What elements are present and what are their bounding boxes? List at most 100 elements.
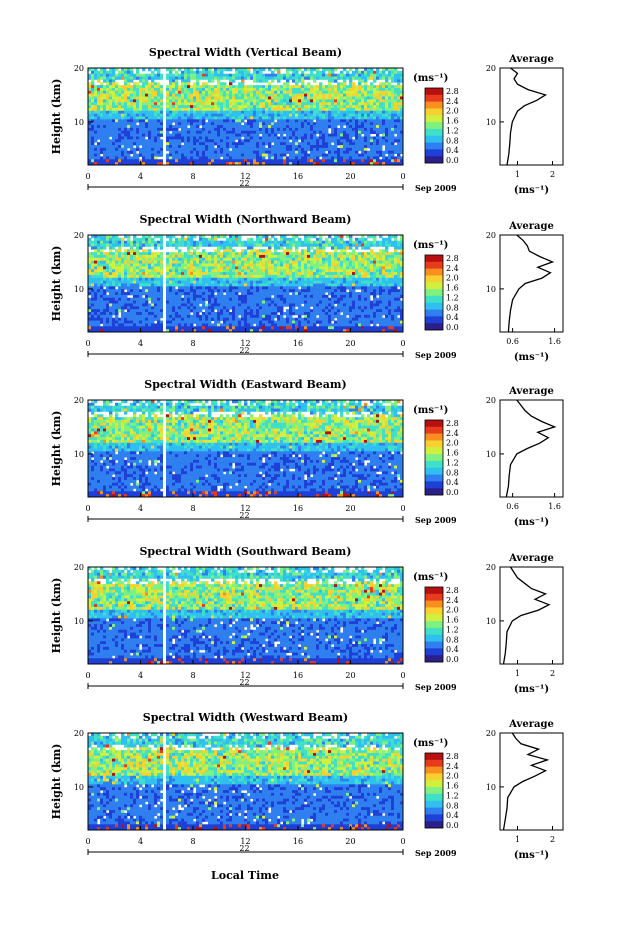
heatmap-cell xyxy=(193,122,196,125)
heatmap-cell xyxy=(139,85,142,88)
heatmap-cell xyxy=(112,266,115,269)
heatmap-cell xyxy=(277,159,280,162)
figure: Spectral Width (Vertical Beam)2010Height… xyxy=(0,0,617,929)
heatmap-cell xyxy=(355,142,358,145)
heatmap-cell xyxy=(136,134,139,137)
heatmap-cell xyxy=(229,275,232,278)
heatmap-cell xyxy=(367,139,370,142)
heatmap-cell xyxy=(349,99,352,102)
heatmap-cell xyxy=(361,252,364,255)
heatmap-cell xyxy=(220,136,223,139)
heatmap-cell xyxy=(274,102,277,105)
heatmap-cell xyxy=(190,261,193,264)
heatmap-cell xyxy=(394,266,397,269)
heatmap-cell xyxy=(346,264,349,267)
heatmap-cell xyxy=(148,252,151,255)
heatmap-cell xyxy=(133,111,136,114)
heatmap-cell xyxy=(388,255,391,258)
heatmap-cell xyxy=(352,156,355,159)
heatmap-cell xyxy=(235,264,238,267)
heatmap-cell xyxy=(244,148,247,151)
heatmap-cell xyxy=(292,269,295,272)
heatmap-cell xyxy=(190,122,193,125)
heatmap-cell xyxy=(235,91,238,94)
heatmap-cell xyxy=(109,82,112,85)
heatmap-cell xyxy=(211,134,214,137)
heatmap-cell xyxy=(145,117,148,120)
heatmap-cell xyxy=(247,148,250,151)
heatmap-cell xyxy=(178,139,181,142)
heatmap-cell xyxy=(283,255,286,258)
heatmap-cell xyxy=(307,159,310,162)
heatmap-cell xyxy=(103,246,106,249)
heatmap-cell xyxy=(397,154,400,157)
heatmap-cell xyxy=(142,281,145,284)
heatmap-cell xyxy=(166,142,169,145)
heatmap-cell xyxy=(208,261,211,264)
heatmap-cell xyxy=(178,117,181,120)
heatmap-cell xyxy=(229,82,232,85)
heatmap-cell xyxy=(331,272,334,275)
heatmap-cell xyxy=(115,105,118,108)
heatmap-cell xyxy=(208,278,211,281)
heatmap-cell xyxy=(388,119,391,122)
heatmap-cell xyxy=(379,241,382,244)
heatmap-cell xyxy=(91,82,94,85)
heatmap-cell xyxy=(244,94,247,97)
heatmap-cell xyxy=(340,99,343,102)
heatmap-cell xyxy=(145,244,148,247)
heatmap-cell xyxy=(208,85,211,88)
heatmap-cell xyxy=(397,281,400,284)
heatmap-cell xyxy=(232,105,235,108)
heatmap-cell xyxy=(319,148,322,151)
heatmap-cell xyxy=(316,119,319,122)
heatmap-cell xyxy=(394,241,397,244)
heatmap-cell xyxy=(394,94,397,97)
heatmap-cell xyxy=(325,136,328,139)
heatmap-cell xyxy=(190,71,193,74)
heatmap-cell xyxy=(208,105,211,108)
heatmap-cell xyxy=(334,108,337,111)
heatmap-cell xyxy=(229,105,232,108)
heatmap-cell xyxy=(196,261,199,264)
heatmap-cell xyxy=(91,284,94,287)
heatmap-cell xyxy=(106,244,109,247)
heatmap-cell xyxy=(382,88,385,91)
heatmap-cell xyxy=(211,272,214,275)
heatmap-cell xyxy=(253,108,256,111)
heatmap-cell xyxy=(373,148,376,151)
heatmap-cell xyxy=(319,241,322,244)
heatmap-cell xyxy=(112,264,115,267)
heatmap-cell xyxy=(322,142,325,145)
heatmap-cell xyxy=(367,99,370,102)
heatmap-cell xyxy=(265,244,268,247)
heatmap-cell xyxy=(397,71,400,74)
heatmap-cell xyxy=(100,272,103,275)
heatmap-cell xyxy=(235,266,238,269)
heatmap-cell xyxy=(97,275,100,278)
heatmap-cell xyxy=(364,88,367,91)
heatmap-cell xyxy=(121,117,124,120)
heatmap-cell xyxy=(181,159,184,162)
heatmap-cell xyxy=(112,128,115,131)
heatmap-cell xyxy=(265,241,268,244)
heatmap-cell xyxy=(94,117,97,120)
heatmap-cell xyxy=(148,85,151,88)
heatmap-cell xyxy=(121,272,124,275)
heatmap-cell xyxy=(130,249,133,252)
heatmap-cell xyxy=(379,74,382,77)
heatmap-cell xyxy=(319,74,322,77)
heatmap-cell xyxy=(334,122,337,125)
heatmap-cell xyxy=(271,269,274,272)
heatmap-cell xyxy=(91,156,94,159)
heatmap-cell xyxy=(202,145,205,148)
heatmap-cell xyxy=(325,238,328,241)
heatmap-cell xyxy=(334,244,337,247)
heatmap-cell xyxy=(316,264,319,267)
heatmap-cell xyxy=(130,258,133,261)
heatmap-cell xyxy=(256,148,259,151)
heatmap-cell xyxy=(160,272,163,275)
heatmap-cell xyxy=(271,114,274,117)
heatmap-cell xyxy=(103,269,106,272)
heatmap-cell xyxy=(172,275,175,278)
